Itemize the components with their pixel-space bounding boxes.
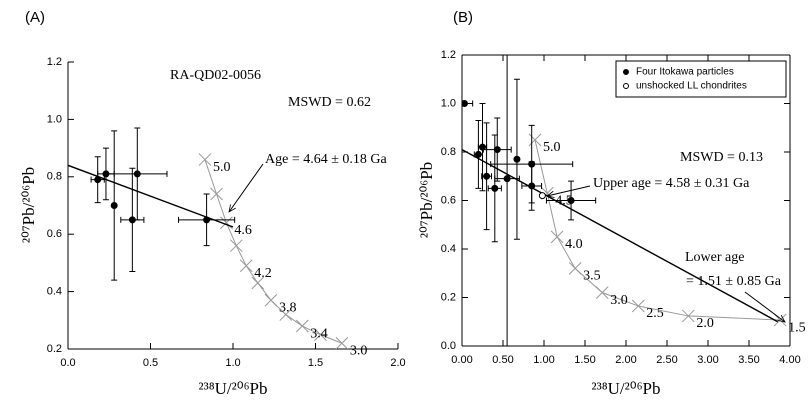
annotation: MSWD = 0.62: [288, 95, 371, 110]
concordia-cross: [279, 308, 293, 321]
concordia-cross: [210, 187, 223, 201]
concordia-cross: [314, 328, 327, 342]
y-tick-label: 0.8: [47, 171, 62, 183]
concordia-curve: [534, 139, 781, 321]
concordia-label: 2.0: [696, 316, 714, 331]
concordia-label: 3.5: [583, 269, 601, 284]
concordia-cross: [251, 276, 265, 290]
concordia-label: 5.0: [543, 140, 561, 155]
panel-label: (A): [25, 9, 45, 26]
x-axis-label: ²³⁸U/²⁰⁶Pb: [592, 379, 661, 398]
data-point: [513, 155, 521, 163]
concordia-label: 4.5: [555, 193, 573, 208]
data-point: [491, 184, 499, 192]
data-point: [567, 197, 575, 204]
concordia-label: 5.0: [213, 160, 231, 175]
y-tick-label: 1.0: [441, 97, 456, 109]
legend-box: [615, 60, 787, 98]
concordia-cross: [681, 309, 695, 323]
x-tick-label: 0.50: [492, 354, 513, 366]
data-point: [493, 146, 501, 154]
y-tick-label: 1.2: [47, 56, 62, 68]
concordia-cross: [335, 336, 349, 349]
data-point: [483, 172, 491, 180]
legend-marker: [623, 83, 629, 89]
x-tick-label: 0.00: [451, 354, 472, 366]
concordia-cross: [239, 259, 253, 273]
y-axis-label: ²⁰⁷Pb/²⁰⁶Pb: [417, 162, 436, 238]
x-tick-label: 2.00: [615, 354, 636, 366]
x-tick-label: 4.00: [779, 354, 800, 366]
y-tick-label: 0.4: [441, 243, 456, 255]
concordia-cross: [595, 286, 609, 300]
data-point: [503, 175, 511, 183]
concordia-label: 2.5: [646, 306, 664, 321]
x-tick-label: 0.5: [143, 357, 158, 369]
y-tick-label: 0.2: [441, 291, 456, 303]
concordia-label: 3.8: [279, 300, 297, 315]
annotation-arrow: [744, 291, 785, 322]
legend-marker: [623, 69, 629, 75]
annotation: Lower age: [685, 250, 744, 265]
plot-area: [68, 127, 349, 349]
concordia-cross: [631, 299, 645, 313]
data-point: [203, 216, 211, 224]
x-tick-label: 2.0: [390, 357, 405, 369]
x-tick-label: 1.50: [574, 354, 595, 366]
concordia-cross: [198, 153, 212, 166]
data-point: [133, 170, 141, 178]
data-point: [474, 150, 482, 158]
y-tick-label: 0.8: [441, 146, 456, 158]
x-tick-label: 1.5: [308, 357, 323, 369]
y-tick-label: 0.2: [47, 343, 62, 355]
y-tick-label: 1.2: [441, 49, 456, 61]
data-point: [538, 192, 546, 200]
x-tick-label: 3.00: [697, 354, 718, 366]
data-point: [479, 143, 486, 151]
legend-label: Four Itokawa particles: [636, 67, 734, 78]
y-tick-label: 0.0: [441, 340, 456, 352]
annotation: MSWD = 0.13: [680, 150, 763, 165]
concordia-label: 3.0: [610, 293, 628, 308]
y-tick-label: 0.6: [47, 228, 62, 240]
data-point: [94, 176, 102, 184]
y-tick-label: 0.4: [47, 286, 62, 298]
concordia-cross: [229, 239, 243, 253]
concordia-label: 1.5: [788, 320, 806, 335]
legend-label: unshocked LL chondrites: [636, 81, 747, 92]
y-tick-label: 0.6: [441, 194, 456, 206]
x-axis-label: ²³⁸U/²⁰⁶Pb: [199, 379, 268, 398]
concordia-curve: [204, 159, 343, 344]
concordia-label: 4.6: [234, 223, 252, 238]
concordia-cross: [568, 262, 582, 275]
concordia-label: 4.2: [254, 266, 272, 281]
annotation-arrow: [229, 163, 264, 212]
annotation-arrow: [547, 185, 591, 196]
annotation: Upper age = 4.58 ± 0.31 Ga: [593, 176, 750, 191]
concordia-label: 4.0: [565, 237, 583, 252]
annotation: RA-QD02-0056: [170, 68, 261, 83]
concordia-cross: [264, 293, 278, 307]
x-tick-label: 3.50: [738, 354, 759, 366]
annotation: = 1.51 ± 0.85 Ga: [686, 274, 782, 289]
concordia-cross: [550, 230, 564, 244]
y-tick-label: 1.0: [47, 113, 62, 125]
x-tick-label: 1.0: [225, 357, 240, 369]
concordia-cross: [528, 133, 542, 147]
panel-label: (B): [453, 9, 473, 26]
x-tick-label: 1.00: [533, 354, 554, 366]
data-point: [528, 182, 536, 190]
data-point: [110, 202, 118, 209]
x-tick-label: 2.50: [656, 354, 677, 366]
concordia-cross: [295, 319, 309, 333]
data-point: [462, 100, 468, 107]
concordia-label: 3.4: [310, 326, 328, 341]
annotation: Age = 4.64 ± 0.18 Ga: [265, 152, 388, 167]
concordia-label: 3.0: [350, 343, 368, 358]
x-tick-label: 0.0: [60, 357, 75, 369]
y-axis-label: ²⁰⁷Pb/²⁰⁶Pb: [19, 167, 38, 243]
